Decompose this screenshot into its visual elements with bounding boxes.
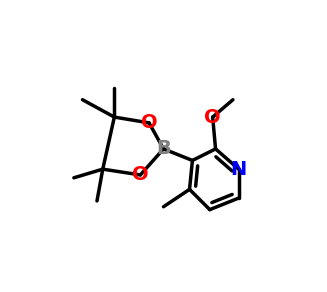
Text: O: O — [132, 166, 149, 185]
Text: O: O — [141, 113, 157, 132]
Text: B: B — [156, 139, 171, 158]
Text: O: O — [204, 107, 221, 126]
Text: N: N — [231, 160, 247, 179]
